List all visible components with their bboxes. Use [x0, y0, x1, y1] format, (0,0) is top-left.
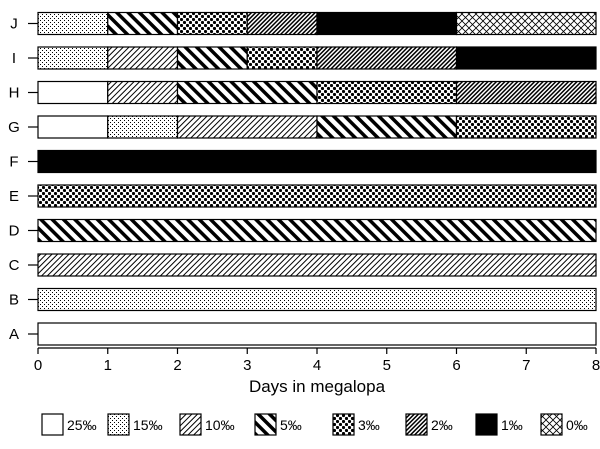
bar-segment-I-0 [37, 46, 109, 70]
bar-segment-H-4 [455, 80, 597, 105]
bar-segment-H-2 [176, 80, 318, 105]
bar-segment-I-3 [246, 46, 318, 70]
legend-swatch-4 [332, 413, 355, 436]
bar-segment-J-2 [176, 11, 248, 36]
x-tick-label-4: 4 [313, 357, 321, 374]
y-tick-label-I: I [12, 50, 16, 67]
bar-segment-C-0 [37, 253, 597, 277]
y-tick-label-D: D [9, 223, 20, 240]
legend-swatch-2 [179, 413, 202, 436]
legend-swatch-3 [254, 413, 277, 436]
x-tick-label-8: 8 [592, 357, 600, 374]
x-tick-label-7: 7 [522, 357, 530, 374]
legend-label-6: 1‰ [501, 417, 523, 433]
bar-segment-I-4 [316, 46, 458, 70]
legend-label-5: 2‰ [431, 417, 453, 433]
bar-segment-B-0 [37, 287, 597, 312]
legend-label-2: 10‰ [205, 417, 235, 433]
legend-swatch-7 [540, 413, 563, 436]
bar-segment-E-0 [37, 184, 597, 208]
x-tick-label-6: 6 [452, 357, 460, 374]
legend: 25‰ 15‰ 10‰ 5‰ 3‰ 2‰ 1‰ 0‰ [41, 413, 588, 436]
bar-segment-I-5 [455, 46, 597, 70]
legend-swatch-5 [405, 413, 428, 436]
y-tick-label-F: F [9, 154, 18, 171]
bar-segment-I-2 [176, 46, 248, 70]
bar-segment-H-0 [37, 80, 109, 105]
bar-segment-J-0 [37, 11, 109, 36]
legend-label-3: 5‰ [280, 417, 302, 433]
bar-segment-I-1 [107, 46, 179, 70]
bar-segment-H-1 [107, 80, 179, 105]
bar-segment-J-3 [246, 11, 318, 36]
legend-label-7: 0‰ [566, 417, 588, 433]
x-tick-label-1: 1 [104, 357, 112, 374]
axes-layer: AB CD EF GH IJ 0 1 2 3 4 5 6 7 8 [8, 16, 600, 375]
bar-segment-F-0 [37, 149, 597, 174]
y-tick-label-A: A [9, 326, 19, 343]
y-tick-label-H: H [9, 85, 20, 102]
x-axis-title: Days in megalopa [249, 377, 386, 396]
y-tick-label-G: G [8, 119, 20, 136]
legend-swatch-0 [41, 413, 64, 436]
x-tick-label-0: 0 [34, 357, 42, 374]
y-tick-label-J: J [10, 16, 18, 33]
legend-swatch-6 [475, 413, 498, 436]
legend-label-1: 15‰ [133, 417, 163, 433]
bars-layer [37, 11, 597, 346]
bar-segment-J-4 [316, 11, 458, 36]
y-tick-label-B: B [9, 292, 19, 309]
bar-segment-G-4 [455, 115, 597, 139]
legend-label-0: 25‰ [67, 417, 97, 433]
y-tick-label-C: C [9, 257, 20, 274]
bar-segment-G-0 [37, 115, 109, 139]
bar-segment-D-0 [37, 218, 597, 243]
bar-segment-A-0 [37, 322, 597, 346]
legend-swatch-1 [107, 413, 130, 436]
bar-segment-G-1 [107, 115, 179, 139]
bar-segment-H-3 [316, 80, 458, 105]
bar-segment-J-5 [455, 11, 597, 36]
bar-segment-G-3 [316, 115, 458, 139]
x-tick-label-5: 5 [383, 357, 391, 374]
bar-segment-G-2 [176, 115, 318, 139]
y-tick-label-E: E [9, 188, 19, 205]
legend-label-4: 3‰ [358, 417, 380, 433]
x-tick-label-3: 3 [243, 357, 251, 374]
bar-segment-J-1 [107, 11, 179, 36]
x-tick-label-2: 2 [173, 357, 181, 374]
